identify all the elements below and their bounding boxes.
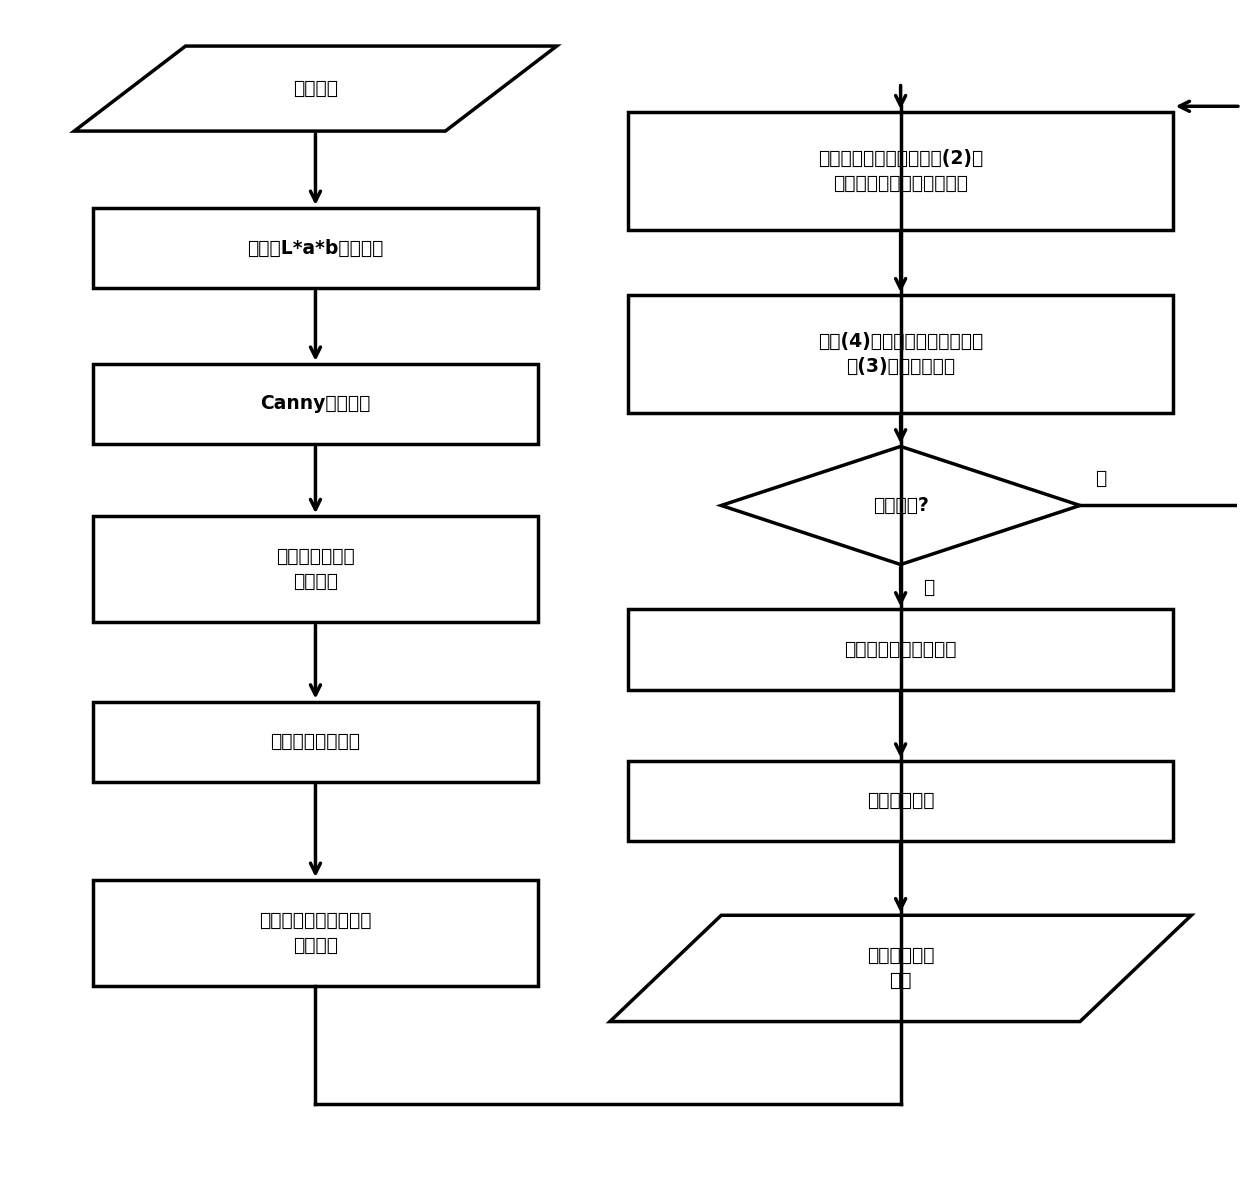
Polygon shape bbox=[610, 915, 1192, 1022]
Text: 计算每个椭圆的置信度: 计算每个椭圆的置信度 bbox=[844, 640, 957, 659]
Text: 是否收敛?: 是否收敛? bbox=[873, 496, 929, 515]
Text: 由式(4)计算雅可比矩阵，并由
式(3)更新椭圆参数: 由式(4)计算雅可比矩阵，并由 式(3)更新椭圆参数 bbox=[818, 332, 983, 377]
Text: Canny边缘检测: Canny边缘检测 bbox=[260, 394, 371, 413]
Text: 输入图像: 输入图像 bbox=[293, 79, 339, 98]
Text: 是: 是 bbox=[923, 578, 934, 596]
FancyBboxPatch shape bbox=[93, 364, 538, 444]
Text: 否: 否 bbox=[1095, 469, 1106, 488]
Text: 连通分量标记与
边缘跟踪: 连通分量标记与 边缘跟踪 bbox=[277, 547, 355, 592]
FancyBboxPatch shape bbox=[93, 516, 538, 622]
Text: 对每个边缘像素链，由式(2)计
算每个点关于椭圆的对应点: 对每个边缘像素链，由式(2)计 算每个点关于椭圆的对应点 bbox=[818, 149, 983, 194]
FancyBboxPatch shape bbox=[93, 880, 538, 986]
Polygon shape bbox=[722, 446, 1080, 565]
FancyBboxPatch shape bbox=[629, 295, 1173, 413]
FancyBboxPatch shape bbox=[629, 112, 1173, 230]
Text: 转换到L*a*b颜色空间: 转换到L*a*b颜色空间 bbox=[247, 239, 383, 257]
FancyBboxPatch shape bbox=[93, 702, 538, 782]
FancyBboxPatch shape bbox=[629, 761, 1173, 841]
Text: 边缘像素链后处理: 边缘像素链后处理 bbox=[270, 732, 361, 751]
Text: 输出椭圆检测
结果: 输出椭圆检测 结果 bbox=[867, 946, 935, 991]
FancyBboxPatch shape bbox=[93, 208, 538, 288]
FancyBboxPatch shape bbox=[629, 609, 1173, 690]
Text: 非最大值抑制: 非最大值抑制 bbox=[867, 791, 935, 810]
Text: 初始化椭圆参数，开始
迭代优化: 初始化椭圆参数，开始 迭代优化 bbox=[259, 911, 372, 955]
Polygon shape bbox=[74, 46, 557, 131]
